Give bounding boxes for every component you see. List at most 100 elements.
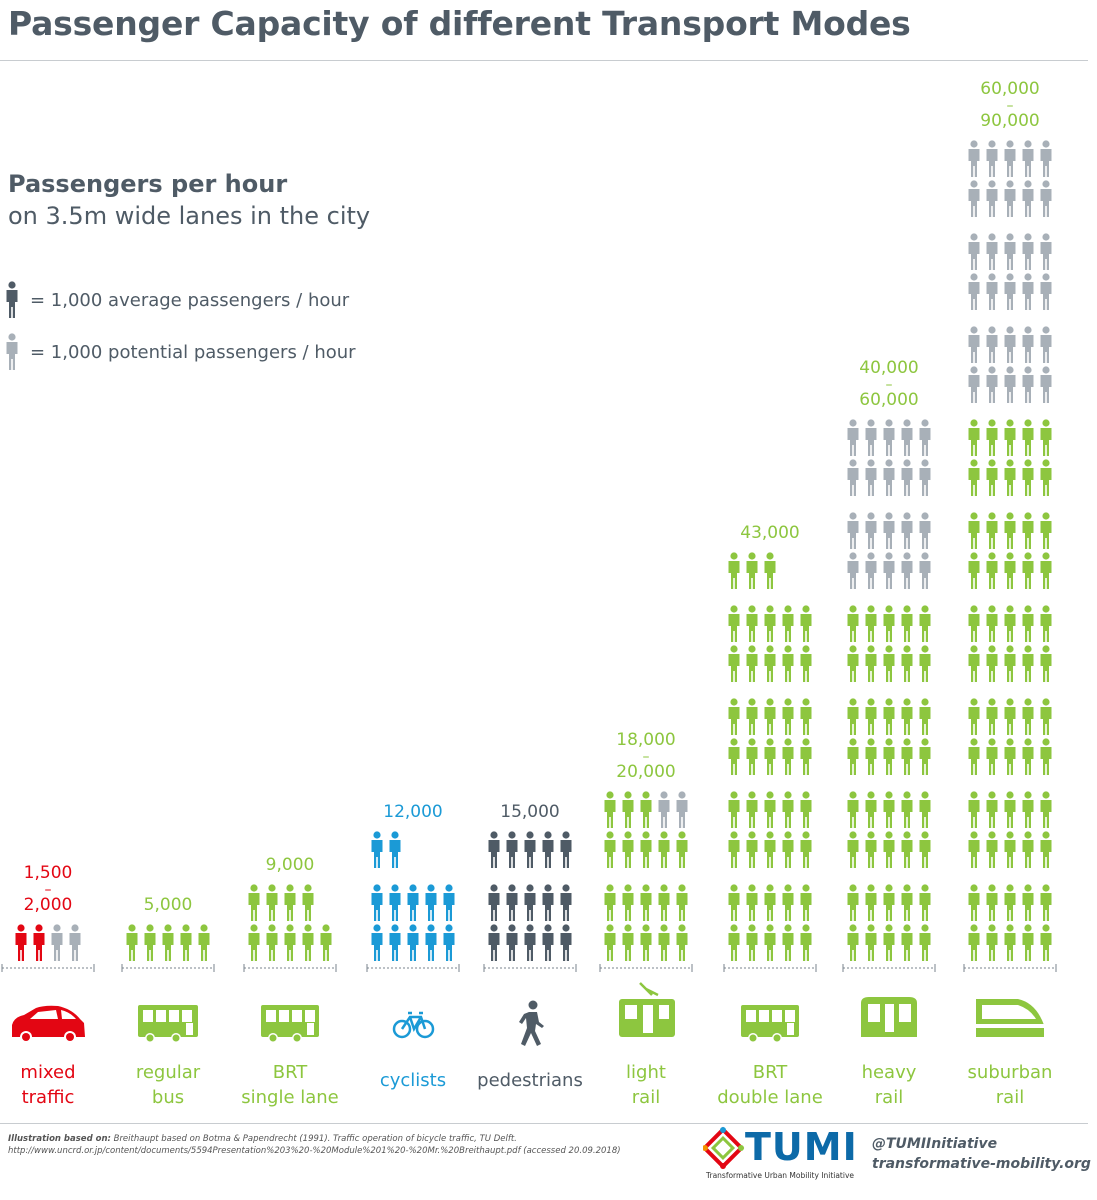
average-figure (640, 884, 652, 921)
website-link[interactable]: transformative-mobility.org (872, 1156, 1091, 1172)
average-figure (1040, 459, 1052, 496)
train-icon (861, 997, 917, 1037)
potential-figure (883, 552, 895, 589)
page-title: Passenger Capacity of different Transpor… (8, 4, 911, 43)
potential-figure (986, 233, 998, 270)
category-label: heavy (862, 1062, 917, 1083)
average-figure (1004, 791, 1016, 828)
value-label: 60,000 (980, 79, 1039, 99)
average-figure (746, 738, 758, 775)
potential-figure (883, 459, 895, 496)
average-figure (604, 791, 616, 828)
average-figure (800, 645, 812, 682)
brt-bus-icon (261, 1005, 319, 1043)
average-figure (1004, 552, 1016, 589)
average-figure (1022, 419, 1034, 456)
potential-figure (883, 419, 895, 456)
average-figure (389, 884, 401, 921)
average-figure (1022, 605, 1034, 642)
potential-figure (1022, 326, 1034, 363)
average-figure (1004, 459, 1016, 496)
potential-figure (1004, 233, 1016, 270)
average-figure (1004, 645, 1016, 682)
value-label: 18,000 (616, 730, 675, 750)
average-figure (865, 605, 877, 642)
average-figure (1040, 698, 1052, 735)
average-figure (728, 738, 740, 775)
average-figure (986, 924, 998, 961)
average-figure (144, 924, 156, 961)
legend-average: = 1,000 average passengers / hour (4, 280, 349, 320)
average-figure (847, 738, 859, 775)
average-figure (865, 791, 877, 828)
average-figure (371, 884, 383, 921)
average-figure (800, 605, 812, 642)
average-figure (676, 924, 688, 961)
average-figure (968, 459, 980, 496)
logo-name: TUMI (745, 1125, 858, 1169)
average-figure (1040, 605, 1052, 642)
value-label: – (886, 377, 893, 393)
average-figure (800, 738, 812, 775)
suburban-train-icon (976, 999, 1044, 1037)
average-figure (847, 791, 859, 828)
average-figure (919, 698, 931, 735)
average-figure (1022, 831, 1034, 868)
average-figure (371, 831, 383, 868)
average-figure (407, 924, 419, 961)
average-figure (266, 924, 278, 961)
average-figure (604, 884, 616, 921)
potential-figure (968, 180, 980, 217)
average-figure (746, 791, 758, 828)
value-label: – (1007, 98, 1014, 114)
average-figure (15, 924, 27, 961)
average-figure (1022, 698, 1034, 735)
value-label: 15,000 (500, 802, 559, 822)
category-label: light (626, 1062, 666, 1083)
average-figure (488, 924, 500, 961)
potential-figure (1022, 180, 1034, 217)
average-figure (919, 884, 931, 921)
potential-figure (901, 552, 913, 589)
average-figure (658, 884, 670, 921)
value-label: 60,000 (859, 390, 918, 410)
average-figure (524, 884, 536, 921)
average-figure (542, 884, 554, 921)
average-figure (728, 831, 740, 868)
average-figure (320, 924, 332, 961)
average-figure (800, 924, 812, 961)
average-figure (782, 791, 794, 828)
potential-figure (658, 791, 670, 828)
average-figure (1004, 738, 1016, 775)
average-figure (389, 831, 401, 868)
average-figure (728, 552, 740, 589)
average-figure (1004, 512, 1016, 549)
average-figure (266, 884, 278, 921)
legend-potential-label: = 1,000 potential passengers / hour (30, 341, 356, 363)
potential-figure (919, 459, 931, 496)
average-figure (764, 791, 776, 828)
value-label: 9,000 (266, 855, 315, 875)
average-figure (506, 924, 518, 961)
average-figure (986, 738, 998, 775)
subtitle-normal: on 3.5m wide lanes in the city (8, 202, 371, 230)
average-figure (901, 698, 913, 735)
potential-figure (883, 512, 895, 549)
person-grey-icon (6, 333, 18, 370)
twitter-handle[interactable]: @TUMIInitiative (872, 1136, 998, 1152)
tumi-logo-icon (703, 1126, 745, 1170)
average-figure (800, 791, 812, 828)
value-label: 90,000 (980, 111, 1039, 131)
average-figure (986, 645, 998, 682)
category-label: regular (136, 1062, 201, 1083)
source-note: Illustration based on: Breithaupt based … (8, 1133, 668, 1157)
average-figure (901, 605, 913, 642)
average-figure (782, 698, 794, 735)
average-figure (883, 884, 895, 921)
average-figure (622, 831, 634, 868)
average-figure (883, 791, 895, 828)
brt-double-bus-icon (741, 1005, 799, 1043)
value-label: – (45, 882, 52, 898)
potential-figure (919, 512, 931, 549)
category-label: double lane (717, 1087, 823, 1108)
